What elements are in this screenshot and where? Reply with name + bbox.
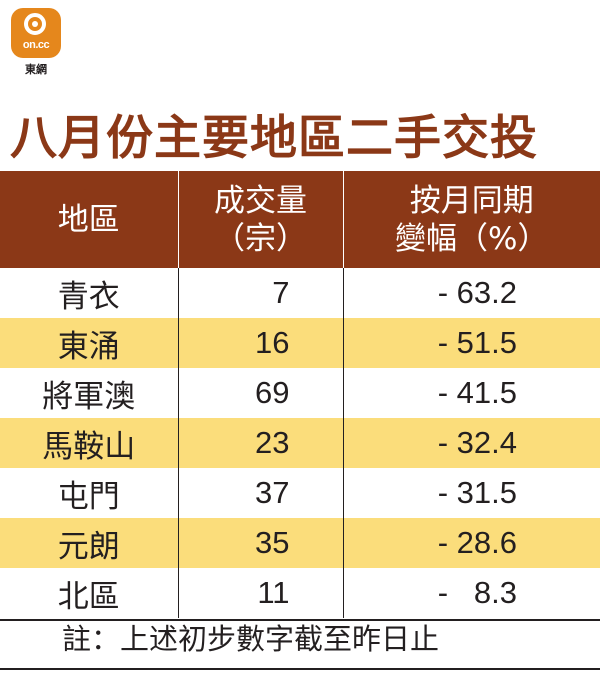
header-volume-line2: （宗） bbox=[214, 220, 307, 257]
cell-volume: 16 bbox=[177, 318, 343, 368]
footnote: 註：上述初步數字截至昨日止 bbox=[62, 622, 440, 656]
cell-district: 屯門 bbox=[0, 468, 178, 518]
logo-dot-icon bbox=[32, 21, 38, 27]
logo-mark: on.cc bbox=[11, 8, 61, 58]
table-row: 東涌 16 - 51.5 bbox=[0, 318, 600, 368]
cell-change: - 28.6 bbox=[342, 518, 600, 568]
logo-ring-icon bbox=[24, 13, 46, 35]
cell-district: 馬鞍山 bbox=[0, 418, 178, 468]
header-district-line1: 地區 bbox=[57, 201, 120, 238]
cell-change: - 31.5 bbox=[342, 468, 600, 518]
header-district: 地區 bbox=[0, 171, 178, 268]
logo: on.cc 東網 bbox=[11, 8, 63, 77]
header-change-line2: 變幅（%） bbox=[395, 220, 549, 257]
table-row: 將軍澳 69 - 41.5 bbox=[0, 368, 600, 418]
cell-district: 元朗 bbox=[0, 518, 178, 568]
table-bottom-rule bbox=[0, 619, 600, 621]
cell-district: 北區 bbox=[0, 568, 178, 618]
cell-volume: 7 bbox=[177, 268, 343, 318]
table-row: 青衣 7 - 63.2 bbox=[0, 268, 600, 318]
table-row: 北區 11 - 8.3 bbox=[0, 568, 600, 618]
cell-volume: 69 bbox=[177, 368, 343, 418]
table-row: 屯門 37 - 31.5 bbox=[0, 468, 600, 518]
cell-volume: 23 bbox=[177, 418, 343, 468]
header-change-line1: 按月同期 bbox=[409, 182, 534, 219]
cell-volume: 35 bbox=[177, 518, 343, 568]
cell-volume: 37 bbox=[177, 468, 343, 518]
logo-caption: 東網 bbox=[25, 63, 47, 76]
table-row: 元朗 35 - 28.6 bbox=[0, 518, 600, 568]
header-volume-line1: 成交量 bbox=[214, 182, 307, 219]
page-bottom-rule bbox=[0, 668, 600, 670]
cell-change: - 41.5 bbox=[342, 368, 600, 418]
page-title: 八月份主要地區二手交投 bbox=[10, 111, 538, 166]
data-table: 地區 成交量 （宗） 按月同期 變幅（%） 青衣 7 - 63.2 東涌 16 … bbox=[0, 171, 600, 618]
cell-volume: 11 bbox=[177, 568, 343, 618]
table-header-row: 地區 成交量 （宗） 按月同期 變幅（%） bbox=[0, 171, 600, 268]
cell-change: - 51.5 bbox=[342, 318, 600, 368]
cell-change: - 63.2 bbox=[342, 268, 600, 318]
table-row: 馬鞍山 23 - 32.4 bbox=[0, 418, 600, 468]
cell-district: 東涌 bbox=[0, 318, 178, 368]
cell-change: - 8.3 bbox=[342, 568, 600, 618]
cell-district: 青衣 bbox=[0, 268, 178, 318]
header-volume: 成交量 （宗） bbox=[177, 171, 343, 268]
logo-mark-text: on.cc bbox=[22, 39, 50, 51]
cell-district: 將軍澳 bbox=[0, 368, 178, 418]
header-change: 按月同期 變幅（%） bbox=[342, 171, 600, 268]
cell-change: - 32.4 bbox=[342, 418, 600, 468]
